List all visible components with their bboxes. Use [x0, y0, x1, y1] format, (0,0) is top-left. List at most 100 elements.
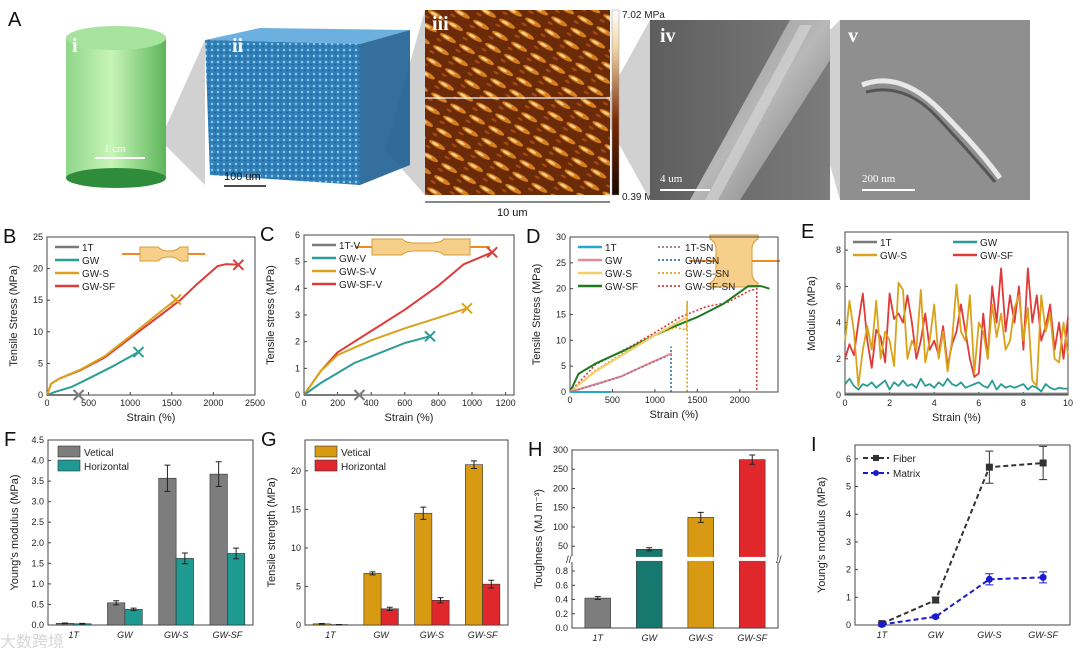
bar-vetical	[107, 602, 126, 626]
y-tick-label: 0	[836, 390, 841, 400]
x-category-label: GW-SF	[737, 633, 767, 643]
dogbone-vertical-sample-icon	[355, 238, 490, 256]
y-tick-label: 4	[846, 509, 851, 519]
x-tick-label: 6	[976, 398, 981, 408]
chart-b: B Tensile Stress (MPa) Strain (%) 0 5 10 15 20 2…	[3, 226, 265, 424]
x-tick-label: 1500	[687, 395, 707, 405]
x-tick-label: 0	[301, 398, 306, 408]
y-tick-label: 1	[295, 363, 300, 373]
x-tick-label: 2000	[203, 398, 223, 408]
y-tick-label: 300	[553, 445, 568, 455]
y-tick-label: 4.0	[31, 456, 44, 466]
break-point-marker	[72, 389, 85, 401]
y-tick-label: 0	[38, 390, 43, 400]
bar-horizontal	[380, 608, 399, 626]
scale-label-iii: 10 um	[497, 207, 528, 219]
x-axis-label: Strain (%)	[932, 412, 981, 424]
panel-letter: D	[526, 226, 540, 248]
bar-vetical	[465, 464, 483, 626]
y-axis-label: Young's modulus (MPa)	[9, 474, 21, 590]
legend-label: GW-V	[339, 254, 366, 265]
chart-d: D Tensile Stress (MPa) Strain (%) 0 5 10 15 20 2…	[526, 226, 779, 421]
x-category-label: 1T	[68, 630, 80, 640]
y-tick-label: 2	[846, 565, 851, 575]
series-line-gw-sf	[46, 263, 239, 396]
y-tick-label: 3	[295, 310, 300, 320]
legend-label: GW-SF	[980, 251, 1013, 262]
bar-horizontal	[175, 558, 194, 626]
error-bar	[181, 552, 188, 565]
error-bar	[164, 464, 171, 492]
legend-label: GW-SF	[82, 282, 115, 293]
legend-label: Matrix	[893, 469, 920, 480]
y-tick-label: 3.5	[31, 476, 44, 486]
x-tick-label: 2000	[730, 395, 750, 405]
y-tick-label: 2.5	[31, 517, 44, 527]
error-bar	[420, 506, 427, 520]
legend-marker	[873, 470, 879, 476]
legend-label: 1T	[82, 243, 94, 254]
y-tick-label: 1	[846, 592, 851, 602]
bar-toughness	[584, 597, 611, 629]
x-axis-label: Strain (%)	[650, 409, 699, 421]
legend-label: GW-SN	[685, 256, 719, 267]
x-axis-label: Strain (%)	[127, 412, 176, 424]
colorbar-max: 7.02 MPa	[622, 10, 665, 21]
x-tick-label: 0	[842, 398, 847, 408]
legend-label: Fiber	[893, 454, 916, 465]
series-line-gw-v	[303, 335, 431, 396]
x-tick-label: 2500	[245, 398, 265, 408]
y-tick-label: 5	[295, 257, 300, 267]
chart-f: F Young's modulus (MPa) 0.0 0.5 1.0 1.5 2.0 2.5…	[4, 429, 254, 640]
y-tick-label: 0.5	[31, 599, 44, 609]
y-tick-label: 100	[553, 522, 568, 532]
error-bar	[488, 579, 495, 589]
x-category-label: GW-S	[977, 630, 1001, 640]
legend-label: GW-S	[880, 251, 907, 262]
bar-toughness	[687, 517, 714, 629]
y-axis-label: Toughness (MJ m⁻³)	[533, 489, 545, 589]
y-axis-label: Tensile Stress (MPa)	[8, 265, 20, 366]
y-tick-label: 3	[846, 537, 851, 547]
legend-label: GW-S-SN	[685, 269, 729, 280]
colorbar-min: 0.39 MPa	[622, 192, 665, 203]
y-tick-label: 4.5	[31, 435, 44, 445]
x-category-label: GW-SF	[468, 630, 498, 640]
y-tick-label: 15	[291, 504, 301, 514]
y-tick-label: 3.0	[31, 497, 44, 507]
panel-letter: G	[261, 429, 277, 451]
series-line-gw-sf-v	[303, 251, 493, 396]
error-bar	[61, 622, 68, 625]
data-point	[932, 596, 940, 604]
y-tick-label: 0	[296, 620, 301, 630]
panel-letter: E	[801, 221, 814, 243]
x-tick-label: 0	[567, 395, 572, 405]
y-tick-label: 5	[561, 361, 566, 371]
legend-label: Vetical	[84, 448, 113, 459]
break-point-marker	[132, 346, 145, 358]
x-tick-label: 500	[605, 395, 620, 405]
plot-frame	[46, 236, 256, 396]
y-tick-label: 200	[553, 483, 568, 493]
legend-swatch	[314, 445, 338, 458]
x-tick-label: 1000	[120, 398, 140, 408]
bar-horizontal	[227, 553, 246, 626]
chart-c: C Tensile stress (MPa) Strain (%) 0 1 2 3 4 5 6 0 2…	[260, 224, 516, 424]
error-bar	[130, 607, 137, 612]
error-bar	[369, 571, 376, 576]
plot-frame	[854, 444, 1071, 626]
scale-label-ii: 100 um	[224, 171, 261, 183]
y-tick-label: 6	[836, 281, 841, 291]
y-tick-label: 15	[556, 310, 566, 320]
y-tick-label: 1.0	[31, 579, 44, 589]
legend-swatch	[314, 459, 338, 472]
series-line-gw-s-v	[303, 307, 468, 396]
y-tick-label: 10	[556, 335, 566, 345]
error-bar	[437, 597, 444, 604]
plot-frame	[47, 439, 254, 626]
legend-label: 1T	[880, 238, 892, 249]
series-line-gw-sf-sn	[569, 287, 758, 393]
x-category-label: 1T	[325, 630, 337, 640]
scale-label-v: 200 nm	[862, 173, 896, 185]
y-tick-label: 0	[561, 387, 566, 397]
